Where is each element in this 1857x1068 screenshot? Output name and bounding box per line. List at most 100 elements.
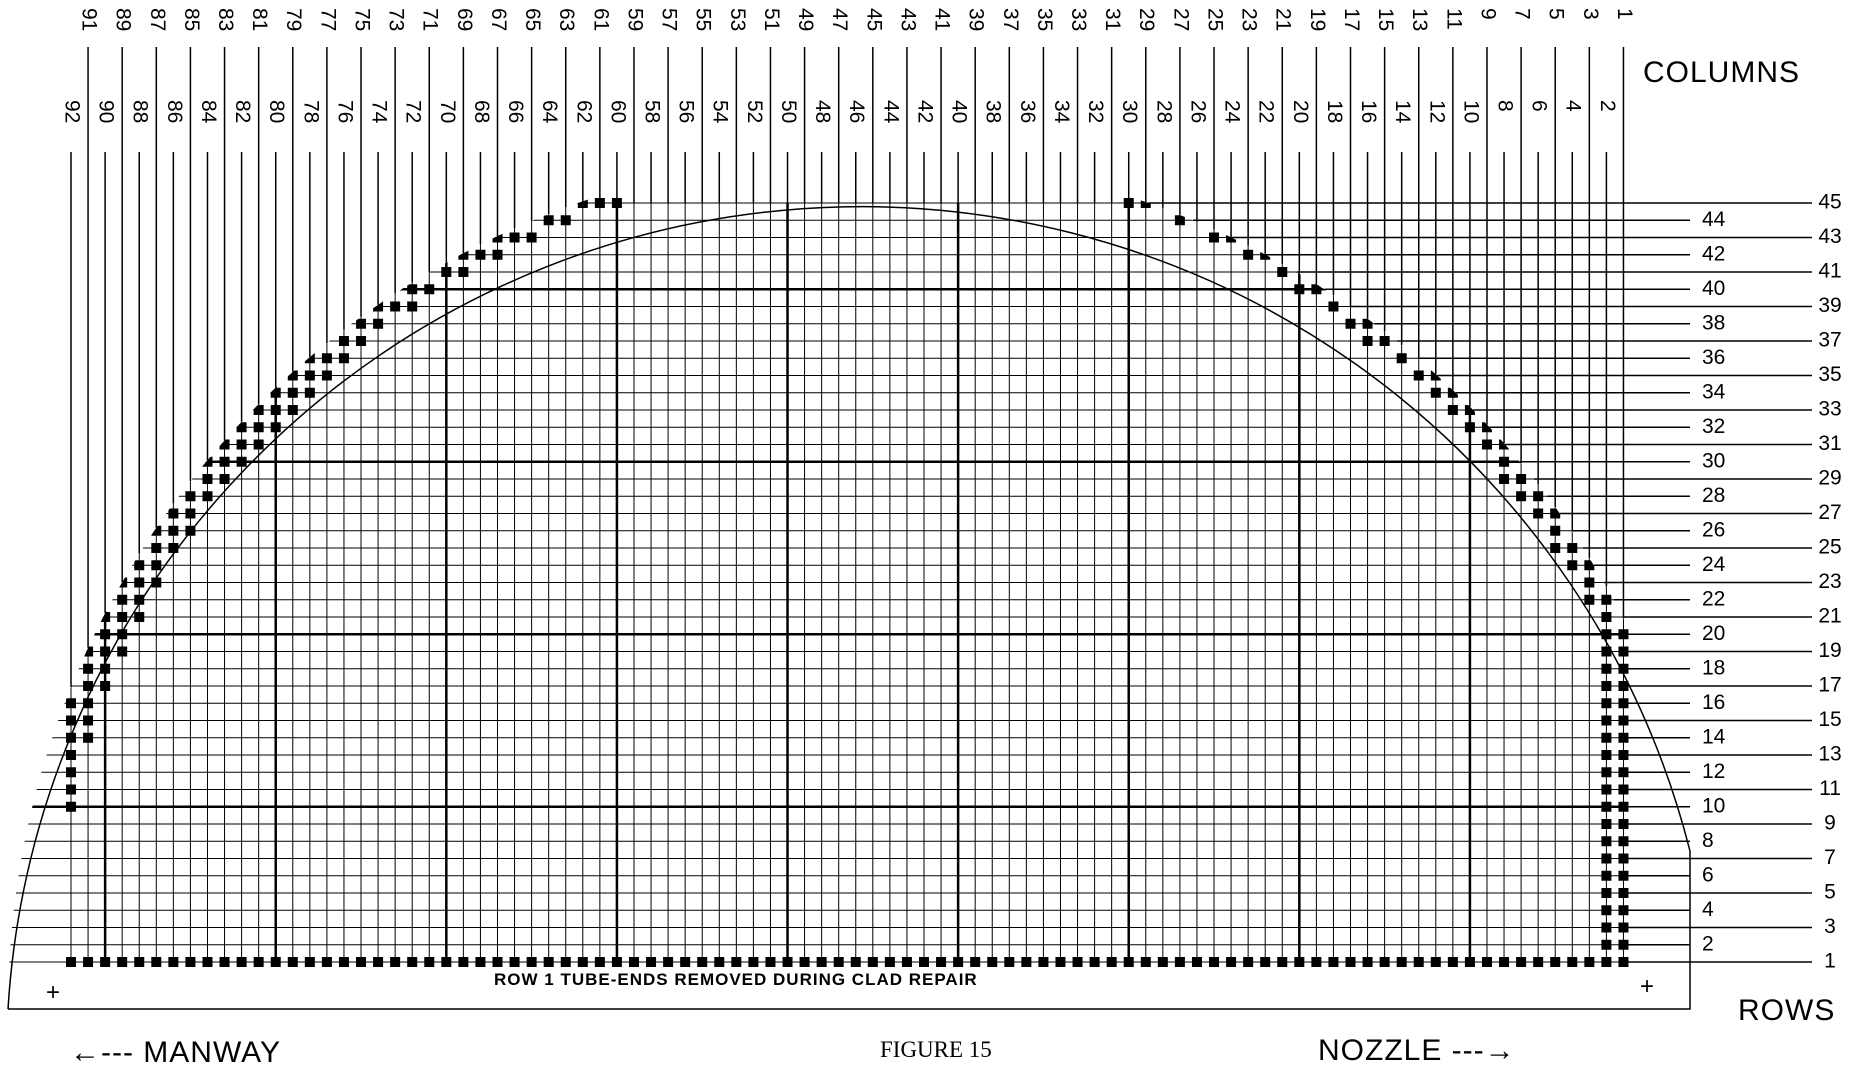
plugged-tube — [1243, 249, 1254, 260]
shell-arc — [7, 206, 1691, 1010]
plugged-tube — [1396, 957, 1407, 967]
column-label: 30 — [1118, 100, 1141, 123]
plugged-tube — [134, 560, 145, 571]
plugged-tube — [1209, 957, 1220, 967]
plugged-tube — [799, 957, 810, 967]
plugged-tube — [219, 456, 230, 467]
plugged-tube — [373, 301, 384, 312]
plugged-tube — [1601, 698, 1612, 709]
column-label: 9 — [1476, 8, 1499, 20]
plugged-tube — [356, 957, 367, 967]
column-label: 40 — [948, 100, 971, 123]
column-label: 2 — [1596, 100, 1619, 112]
plugged-tube — [253, 439, 264, 450]
plugged-tube — [833, 957, 844, 967]
plugged-tube — [117, 629, 128, 640]
plugged-tube — [1601, 629, 1612, 640]
plugged-tube — [1601, 957, 1612, 967]
column-label: 56 — [675, 100, 698, 123]
plugged-tube — [304, 957, 315, 967]
plugged-tube — [185, 957, 196, 967]
column-label: 90 — [95, 100, 118, 123]
plugged-tube — [1072, 957, 1083, 967]
column-label: 87 — [146, 8, 169, 31]
row-label: 34 — [1702, 380, 1726, 403]
column-label: 92 — [60, 100, 83, 123]
column-label: 10 — [1459, 100, 1482, 123]
column-label: 19 — [1306, 8, 1329, 31]
column-label: 32 — [1084, 100, 1107, 123]
plugged-tube — [1464, 422, 1475, 433]
plugged-tube — [1550, 543, 1561, 553]
plugged-tube — [66, 767, 76, 778]
plugged-tube — [901, 957, 912, 967]
plugged-tube — [628, 957, 639, 967]
row-label: 21 — [1818, 605, 1841, 628]
row-label: 33 — [1818, 398, 1841, 421]
row-label: 14 — [1702, 725, 1726, 748]
row-label: 9 — [1824, 812, 1836, 835]
row-label: 1 — [1824, 950, 1836, 973]
plugged-tube — [1328, 957, 1339, 967]
column-label: 46 — [845, 100, 868, 123]
corner-mark: + — [46, 979, 60, 1006]
plugged-tube — [1601, 853, 1612, 864]
plugged-tube — [1226, 957, 1237, 967]
row-label: 45 — [1818, 191, 1841, 214]
plugged-tube — [424, 284, 435, 295]
column-label: 49 — [794, 8, 817, 31]
plugged-tube — [1601, 594, 1612, 605]
plugged-tube — [1021, 957, 1032, 967]
column-label: 16 — [1357, 100, 1380, 123]
plugged-tube — [1345, 318, 1356, 329]
plugged-tube — [611, 957, 622, 967]
row-label: 8 — [1702, 829, 1714, 852]
column-label: 74 — [368, 100, 391, 124]
column-label: 76 — [333, 100, 356, 123]
plugged-tube — [373, 957, 384, 967]
plugged-tube — [1601, 939, 1612, 950]
column-label: 58 — [640, 100, 663, 123]
plugged-tube — [1499, 456, 1510, 467]
plugged-tube — [1362, 957, 1373, 967]
plugged-tube — [458, 267, 469, 277]
row-label: 29 — [1818, 467, 1841, 490]
plugged-tube — [134, 957, 145, 967]
plugged-tube — [1601, 750, 1612, 760]
plugged-tube — [731, 957, 742, 967]
plugged-tube — [1464, 957, 1475, 967]
column-label: 69 — [453, 8, 476, 31]
plugged-tube — [304, 387, 315, 398]
column-label: 37 — [999, 8, 1022, 31]
plugged-tube — [287, 405, 298, 415]
plugged-tube — [1089, 957, 1100, 967]
column-label: 24 — [1221, 100, 1244, 124]
column-label: 28 — [1152, 100, 1175, 123]
plugged-tube — [117, 646, 128, 657]
plugged-tube — [287, 370, 298, 381]
column-label: 20 — [1289, 100, 1312, 123]
plugged-tube — [168, 525, 179, 536]
row-label: 15 — [1818, 708, 1841, 731]
column-label: 65 — [521, 8, 544, 31]
row-label: 7 — [1824, 846, 1836, 869]
column-label: 4 — [1562, 100, 1585, 112]
row-label: 30 — [1702, 449, 1725, 472]
row-label: 3 — [1824, 915, 1836, 938]
plugged-tube — [100, 612, 111, 622]
column-label: 89 — [112, 8, 135, 31]
plugged-tube — [1260, 249, 1271, 260]
plugged-tube — [304, 353, 315, 364]
row-label: 2 — [1702, 932, 1714, 955]
column-label: 59 — [623, 8, 646, 31]
plugged-tube — [492, 957, 503, 967]
plugged-tube — [202, 456, 213, 467]
column-label: 11 — [1442, 8, 1465, 30]
column-label: 62 — [572, 100, 595, 123]
column-label: 51 — [760, 8, 783, 31]
plugged-tube — [1533, 491, 1544, 502]
plugged-tube — [867, 957, 878, 967]
column-label: 13 — [1408, 8, 1431, 31]
rows-label: ROWS — [1738, 994, 1835, 1027]
